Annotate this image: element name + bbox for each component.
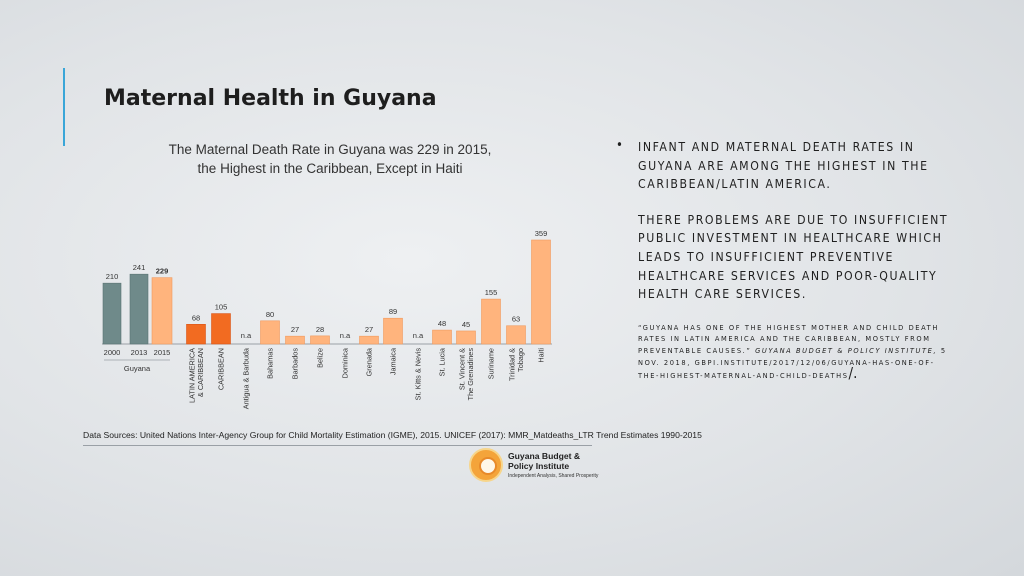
value-label-dominica: n.a — [340, 331, 351, 340]
category-label-line: Dominica — [341, 347, 350, 378]
category-label-line: & CARIBBEAN — [196, 348, 205, 397]
value-label-2000: 210 — [106, 272, 119, 281]
gbpi-logo: Guyana Budget & Policy Institute Indepen… — [467, 447, 599, 487]
value-label-trinidad-and-tobago: 63 — [512, 315, 520, 324]
category-label-line: Antigua & Barbuda — [242, 347, 251, 409]
value-label-2013: 241 — [133, 263, 146, 272]
category-label-line: Belize — [316, 348, 325, 368]
source-divider — [83, 445, 592, 446]
bar-haiti — [531, 239, 551, 345]
category-label-antigua-and-barbuda: Antigua & Barbuda — [242, 347, 251, 409]
category-label-belize: Belize — [316, 348, 325, 368]
quote-text: “Guyana has one of the highest mother an… — [638, 322, 939, 355]
maternal-death-rate-chart: 210 2000 241 2013 229 2015 68 LATIN AMERICA & CA… — [102, 229, 552, 409]
category-label-2015: 2015 — [154, 348, 171, 357]
value-label-st-lucia: 48 — [438, 319, 446, 328]
category-label-line: St. Vincent & — [457, 348, 466, 390]
title-accent-bar — [63, 68, 65, 146]
bar-st-vincent-and-the-grenadines — [456, 330, 476, 345]
category-label-line: Trinidad & — [507, 348, 516, 381]
bar-caribbean — [211, 313, 231, 345]
category-label-line: Suriname — [487, 348, 496, 379]
value-label-jamaica: 89 — [389, 307, 397, 316]
value-label-belize: 28 — [316, 325, 324, 334]
category-label-haiti: Haiti — [537, 348, 546, 363]
bar-bahamas — [260, 320, 280, 345]
category-label-line: The Grenadines — [466, 348, 475, 401]
data-source-note: Data Sources: United Nations Inter-Agenc… — [83, 430, 702, 440]
category-label-caribbean: CARIBBEAN — [217, 348, 226, 390]
bar-2013 — [129, 273, 149, 345]
bullet-panel: • Infant and maternal death rates in Guy… — [616, 138, 956, 382]
category-label-barbados: Barbados — [291, 348, 300, 380]
bar-2015 — [151, 277, 173, 345]
bullet-icon: • — [616, 138, 623, 153]
bar-st-lucia — [432, 329, 452, 345]
category-label-line: CARIBBEAN — [217, 348, 226, 390]
category-label-line: Bahamas — [266, 348, 275, 379]
value-label-grenada: 27 — [365, 325, 373, 334]
logo-name-line-1: Guyana Budget & — [508, 451, 581, 461]
bar-2000 — [102, 282, 122, 345]
category-label-line: Barbados — [291, 348, 300, 380]
bar-barbados — [285, 335, 305, 345]
category-label-latin-america-and-caribbean: LATIN AMERICA & CARIBBEAN — [187, 348, 205, 403]
value-label-st-vincent-and-the-grenadines: 45 — [462, 320, 470, 329]
logo-tagline: Independent Analysis, Shared Prosperity — [508, 473, 599, 479]
category-label-grenada: Grenada — [365, 347, 374, 376]
bullet-paragraph-1: Infant and maternal death rates in Guyan… — [638, 140, 929, 192]
category-label-bahamas: Bahamas — [266, 348, 275, 379]
bar-grenada — [359, 335, 379, 345]
bar-jamaica — [383, 317, 403, 345]
category-label-jamaica: Jamaica — [389, 347, 398, 375]
chart-title-line-1: The Maternal Death Rate in Guyana was 22… — [168, 142, 492, 157]
quote-date: 5 Nov. 2018, — [638, 345, 947, 367]
value-label-bahamas: 80 — [266, 310, 274, 319]
category-label-2000: 2000 — [104, 348, 121, 357]
value-label-caribbean: 105 — [215, 303, 228, 312]
value-label-latin-america-and-caribbean: 68 — [192, 313, 200, 322]
quote-end: /. — [848, 364, 858, 383]
page-title: Maternal Health in Guyana — [104, 86, 437, 111]
bar-trinidad-and-tobago — [506, 325, 526, 345]
value-label-antigua-and-barbuda: n.a — [241, 331, 252, 340]
category-label-line: Haiti — [537, 348, 546, 363]
guyana-group-label: Guyana — [124, 364, 151, 373]
logo-emblem-icon — [469, 448, 503, 482]
quote-url: gbpi.institute/2017/12/06/guyana-has-one… — [638, 357, 935, 381]
value-label-barbados: 27 — [291, 325, 299, 334]
chart-title-line-2: the Highest in the Caribbean, Except in … — [197, 161, 463, 176]
logo-name-line-2: Policy Institute — [508, 461, 570, 471]
category-label-st-kitts-and-nevis: St. Kitts & Nevis — [414, 348, 423, 401]
category-label-line: Jamaica — [389, 347, 398, 375]
category-label-2013: 2013 — [131, 348, 148, 357]
value-label-suriname: 155 — [485, 288, 498, 297]
quote-source: Guyana Budget & Policy Institute, — [755, 345, 938, 355]
quote-citation: “Guyana has one of the highest mother an… — [638, 322, 956, 382]
value-label-2015: 229 — [156, 267, 169, 276]
category-label-line: LATIN AMERICA — [187, 348, 196, 403]
chart-title: The Maternal Death Rate in Guyana was 22… — [150, 140, 510, 178]
category-label-line: St. Lucia — [438, 347, 447, 376]
bar-latin-america-and-caribbean — [186, 324, 206, 345]
bar-belize — [310, 335, 330, 345]
category-label-line: Grenada — [365, 347, 374, 376]
category-label-line: St. Kitts & Nevis — [414, 348, 423, 401]
category-label-trinidad-and-tobago: Trinidad & Tobago — [507, 348, 524, 381]
category-label-dominica: Dominica — [341, 347, 350, 378]
category-label-st-vincent-and-the-grenadines: St. Vincent & The Grenadines — [457, 348, 475, 401]
bar-suriname — [481, 298, 501, 345]
category-label-st-lucia: St. Lucia — [438, 347, 447, 376]
value-label-haiti: 359 — [535, 229, 548, 238]
value-label-st-kitts-and-nevis: n.a — [413, 331, 424, 340]
logo-name: Guyana Budget & Policy Institute — [508, 451, 580, 471]
category-label-suriname: Suriname — [487, 348, 496, 379]
category-label-line: Tobago — [516, 348, 525, 372]
bullet-paragraph-2: There problems are due to insufficient p… — [638, 212, 949, 302]
